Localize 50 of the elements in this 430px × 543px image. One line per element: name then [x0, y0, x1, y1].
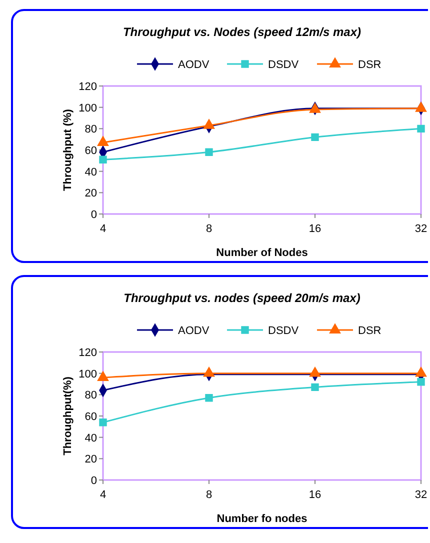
y-tick-label: 80: [84, 124, 97, 136]
point: [203, 119, 215, 129]
legend-label: DSDV: [268, 325, 300, 337]
legend-label: DSDV: [268, 59, 300, 71]
point: [309, 103, 321, 113]
point: [309, 366, 321, 377]
x-tick-label: 8: [206, 223, 212, 235]
y-tick-label: 20: [84, 188, 97, 200]
x-tick-label: 32: [414, 223, 428, 235]
point: [205, 394, 213, 402]
legend-label: AODV: [178, 59, 210, 71]
point: [97, 371, 109, 382]
point: [203, 366, 215, 377]
y-tick-label: 0: [90, 475, 97, 487]
legend-label: AODV: [178, 325, 210, 337]
y-tick-label: 100: [78, 102, 97, 114]
point: [417, 124, 425, 133]
legend-label: DSR: [358, 325, 382, 337]
point: [97, 136, 109, 146]
chart-title: Throughput vs. nodes (speed 20m/s max): [124, 291, 360, 305]
y-tick-label: 40: [84, 432, 97, 444]
chart-title: Throughput vs. Nodes (speed 12m/s max): [122, 25, 362, 39]
y-axis-title: Throughput(%): [62, 376, 74, 456]
x-axis-title: Number fo nodes: [216, 513, 308, 525]
x-tick-label: 4: [100, 489, 106, 501]
y-axis-title: Throughput (%): [62, 108, 74, 191]
x-tick-label: 4: [100, 223, 106, 235]
x-tick-label: 16: [308, 489, 322, 501]
y-tick-label: 100: [78, 368, 97, 380]
point: [415, 102, 427, 112]
x-tick-label: 32: [414, 489, 428, 501]
point: [311, 133, 319, 142]
x-tick-label: 16: [308, 223, 322, 235]
x-tick-label: 8: [206, 489, 212, 501]
y-tick-label: 120: [78, 347, 97, 359]
x-axis-title: Number of Nodes: [216, 247, 308, 259]
point: [99, 156, 107, 164]
y-tick-label: 80: [84, 390, 97, 402]
legend-label: DSR: [358, 59, 382, 71]
y-tick-label: 40: [84, 166, 97, 178]
point: [311, 383, 319, 392]
y-tick-label: 60: [84, 145, 97, 157]
point: [99, 418, 107, 426]
y-tick-label: 0: [90, 209, 97, 221]
point: [205, 148, 213, 156]
y-tick-label: 120: [78, 81, 97, 93]
y-tick-label: 60: [84, 411, 97, 423]
y-tick-label: 20: [84, 454, 97, 466]
point: [415, 366, 427, 377]
point: [417, 378, 425, 386]
